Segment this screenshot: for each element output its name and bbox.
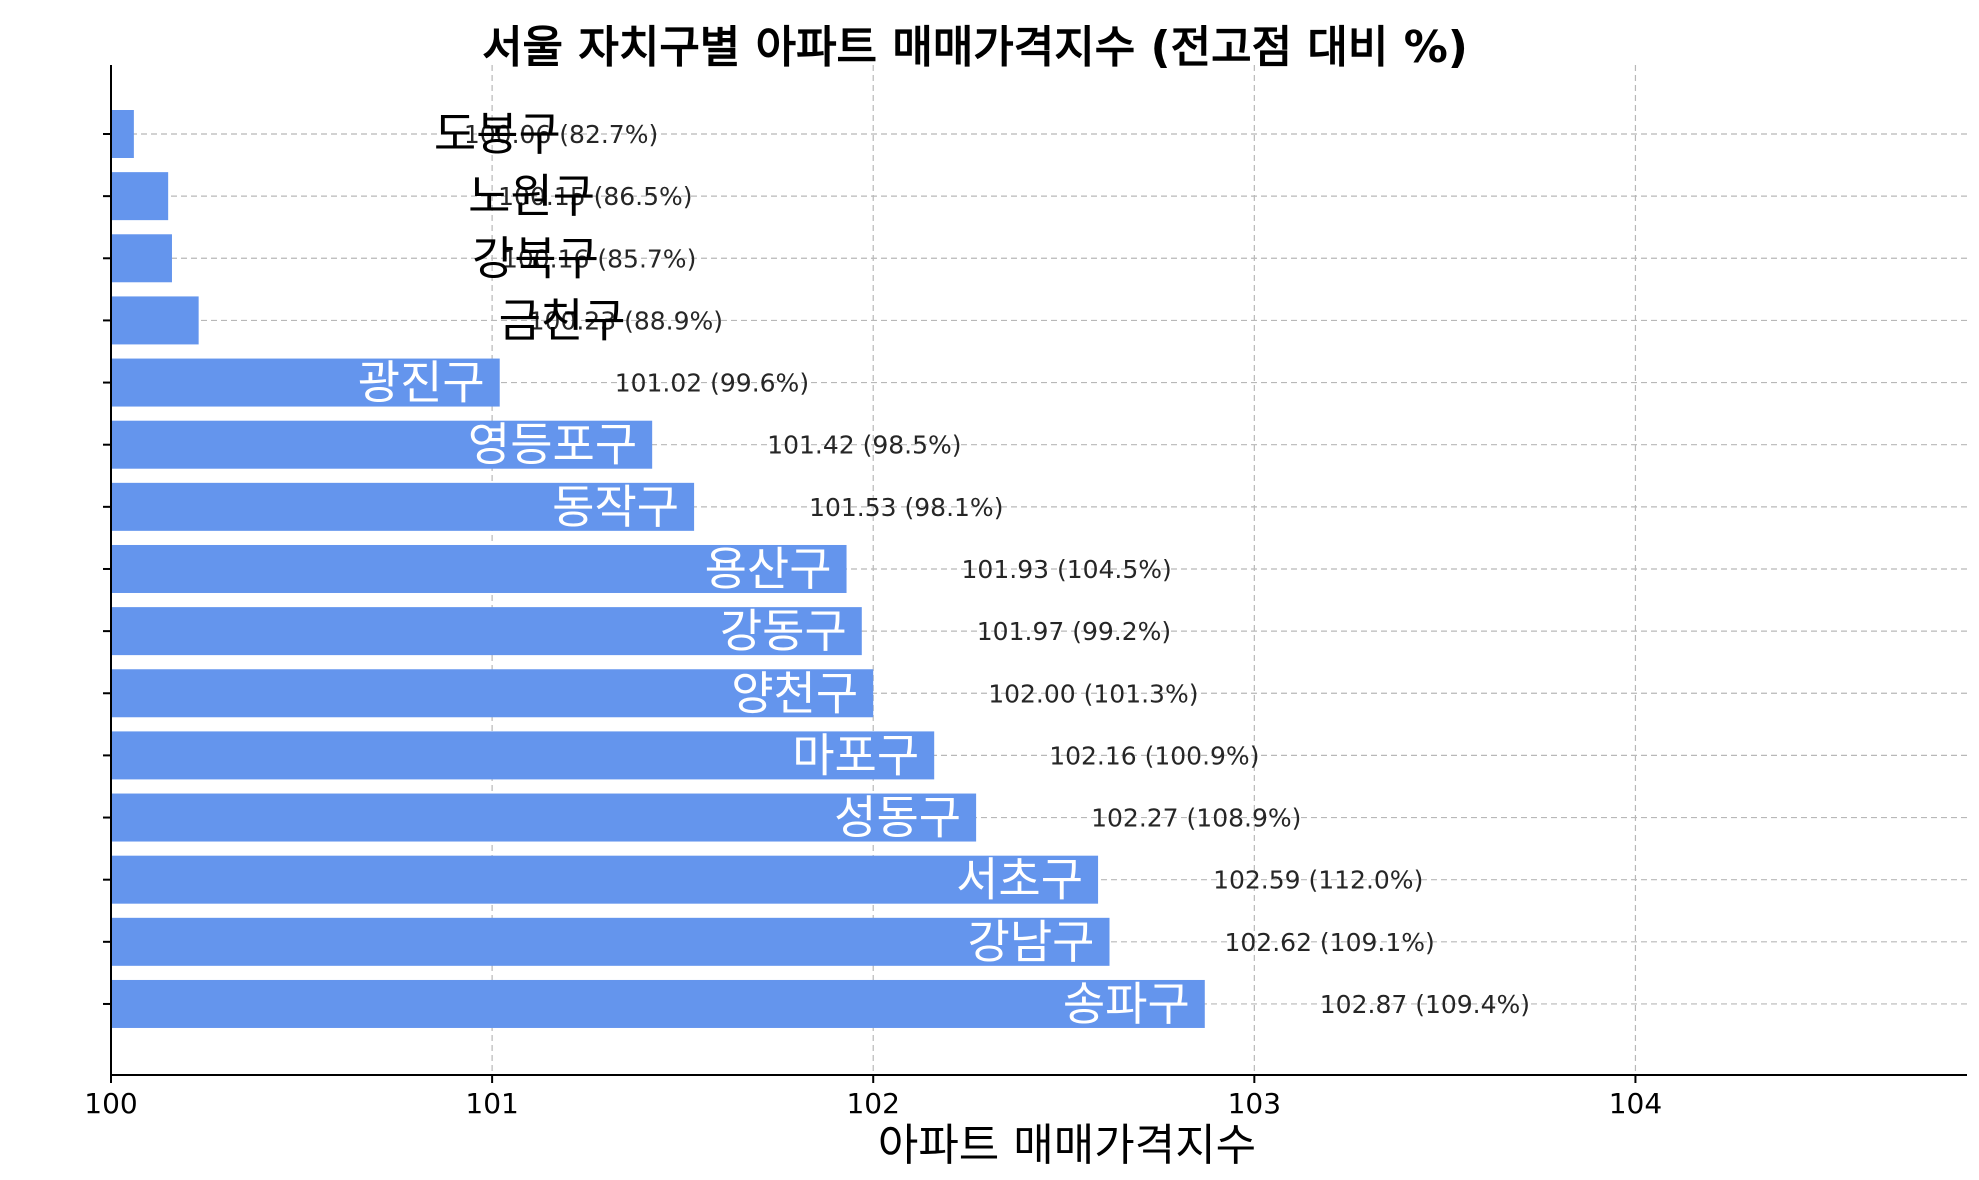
category-label: 동작구	[552, 480, 679, 534]
category-label: 노원구	[468, 169, 595, 223]
bar	[111, 172, 169, 221]
category-label: 영등포구	[468, 418, 637, 472]
category-label: 용산구	[705, 542, 832, 596]
value-label: 102.59 (112.0%)	[1213, 866, 1423, 895]
bar	[111, 296, 199, 345]
value-label: 100.16 (85.7%)	[502, 244, 696, 273]
value-label: 101.02 (99.6%)	[615, 369, 809, 398]
bar	[111, 110, 134, 158]
bar	[111, 544, 847, 593]
value-label: 100.15 (86.5%)	[498, 182, 692, 211]
category-label: 강남구	[968, 915, 1095, 969]
bar-labels: 100.06 (82.7%)도봉구 100.15 (86.5%)노원구 100.16…	[358, 107, 1530, 1031]
bar	[111, 358, 500, 407]
bar	[111, 979, 1205, 1028]
category-label: 마포구	[792, 728, 919, 782]
x-tick-label: 100	[84, 1087, 137, 1120]
category-label: 도봉구	[434, 107, 561, 161]
bars	[111, 110, 1205, 1028]
category-label: 서초구	[956, 853, 1083, 907]
value-label: 102.87 (109.4%)	[1320, 990, 1530, 1019]
category-label: 광진구	[358, 356, 485, 410]
x-tick-label: 101	[465, 1087, 518, 1120]
axes: 100 101 102 103 104	[84, 65, 1967, 1120]
category-label: 강동구	[720, 604, 847, 658]
category-label: 성동구	[834, 791, 961, 845]
value-label: 101.53 (98.1%)	[809, 493, 1003, 522]
value-label: 102.27 (108.9%)	[1091, 804, 1301, 833]
category-label: 양천구	[731, 666, 858, 720]
x-tick-label: 104	[1609, 1087, 1662, 1120]
value-label: 102.62 (109.1%)	[1225, 928, 1435, 957]
value-label: 100.23 (88.9%)	[529, 306, 723, 335]
category-label: 송파구	[1063, 977, 1190, 1031]
bar	[111, 793, 977, 842]
value-label: 101.93 (104.5%)	[962, 555, 1172, 584]
x-tick-label: 102	[846, 1087, 899, 1120]
value-label: 100.06 (82.7%)	[464, 120, 658, 149]
bar	[111, 917, 1110, 966]
bar	[111, 234, 172, 283]
bar	[111, 731, 935, 780]
chart-title: 서울 자치구별 아파트 매매가격지수 (전고점 대비 %)	[482, 22, 1468, 73]
bar	[111, 607, 862, 656]
bar	[111, 669, 874, 718]
category-label: 금천구	[499, 293, 626, 347]
bar	[111, 482, 695, 531]
value-label: 101.42 (98.5%)	[767, 431, 961, 460]
x-axis-label: 아파트 매매가격지수	[878, 1120, 1256, 1171]
value-label: 102.16 (100.9%)	[1049, 741, 1259, 770]
bar	[111, 420, 653, 469]
value-label: 102.00 (101.3%)	[988, 679, 1198, 708]
bar	[111, 855, 1099, 904]
value-label: 101.97 (99.2%)	[977, 617, 1171, 646]
x-tick-label: 103	[1228, 1087, 1281, 1120]
category-label: 강북구	[472, 231, 599, 285]
